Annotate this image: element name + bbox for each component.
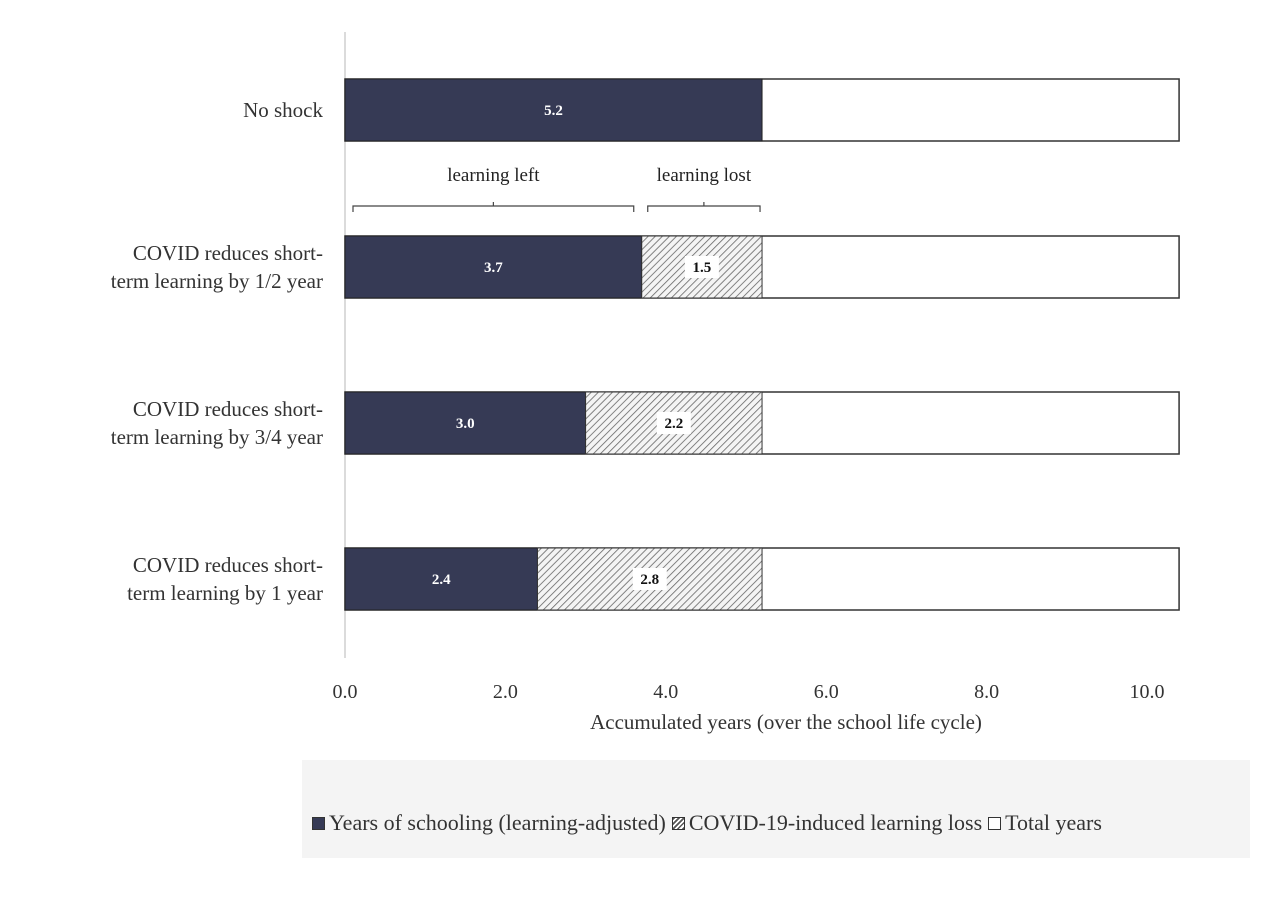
x-tick-label: 6.0 — [814, 681, 839, 703]
legend-item-schooling: Years of schooling (learning-adjusted) — [312, 810, 666, 836]
legend-item-total-years: Total years — [988, 810, 1102, 836]
category-label: COVID reduces short- — [133, 553, 323, 577]
data-label-schooling: 3.0 — [456, 416, 475, 432]
data-label-schooling: 2.4 — [432, 572, 451, 588]
legend-label: Years of schooling (learning-adjusted) — [329, 810, 666, 835]
x-tick-label: 10.0 — [1130, 681, 1165, 703]
data-label-learning-loss: 2.8 — [640, 572, 659, 588]
category-label: COVID reduces short- — [133, 397, 323, 421]
category-label: term learning by 3/4 year — [111, 425, 323, 449]
category-label: No shock — [243, 98, 323, 122]
x-tick-label: 0.0 — [333, 681, 358, 703]
data-label-learning-loss: 1.5 — [693, 260, 712, 276]
legend-label: Total years — [1005, 810, 1102, 835]
x-tick-label: 2.0 — [493, 681, 518, 703]
legend: Years of schooling (learning-adjusted) C… — [302, 760, 1250, 858]
annotation-brace — [647, 202, 761, 212]
bar-chart: 5.2 No shock 3.7 1.5 COVID reduces short-ter… — [111, 32, 1180, 734]
annotation-label: learning lost — [657, 165, 752, 186]
annotation-label: learning left — [447, 165, 540, 186]
data-label-bg — [684, 256, 719, 278]
bar-years-of-schooling — [344, 391, 587, 455]
x-tick-label: 4.0 — [653, 681, 678, 703]
category-label: term learning by 1 year — [127, 581, 323, 605]
legend-label: COVID-19-induced learning loss — [688, 810, 983, 835]
category-label: term learning by 1/2 year — [111, 269, 323, 293]
hatched-square-icon — [671, 816, 685, 830]
solid-dark-square-icon — [312, 816, 325, 830]
data-label-schooling: 5.2 — [544, 103, 563, 119]
category-label: COVID reduces short- — [133, 241, 323, 265]
data-label-schooling: 3.7 — [484, 260, 503, 276]
data-label-bg — [656, 412, 691, 434]
x-tick-label: 8.0 — [974, 681, 999, 703]
x-axis-title: Accumulated years (over the school life … — [590, 710, 982, 734]
annotation-brace — [352, 202, 635, 212]
empty-square-icon — [988, 816, 1002, 830]
bar-years-of-schooling — [344, 78, 763, 142]
data-label-bg — [632, 568, 667, 590]
legend-item-learning-loss: COVID-19-induced learning loss — [671, 810, 983, 836]
data-label-learning-loss: 2.2 — [664, 416, 683, 432]
